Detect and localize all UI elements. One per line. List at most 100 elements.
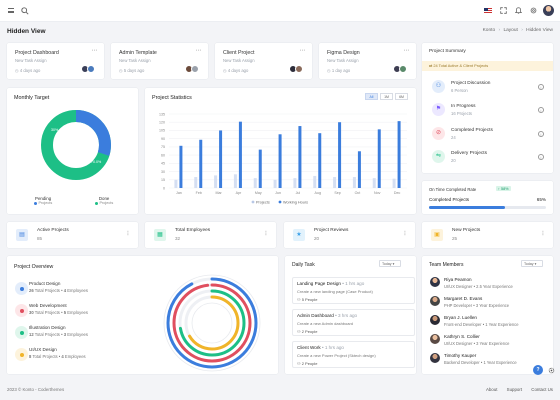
legend-sub: Projects bbox=[38, 201, 53, 205]
tab-1m[interactable]: 1M bbox=[380, 93, 393, 100]
bell-icon[interactable] bbox=[515, 7, 522, 14]
menu-icon[interactable] bbox=[8, 8, 14, 13]
more-options-icon[interactable]: ··· bbox=[299, 47, 306, 54]
overview-item-name: Product Design bbox=[29, 281, 61, 286]
task-item[interactable]: Admin Dashboard • 3 hrs ago Create a new… bbox=[292, 309, 415, 336]
breadcrumb-item: Hidden View bbox=[526, 28, 553, 33]
info-icon[interactable]: i bbox=[538, 84, 544, 90]
bar-projects bbox=[352, 177, 356, 188]
x-tick-label: Aug bbox=[315, 191, 321, 195]
footer-link-contact[interactable]: Contact Us bbox=[531, 387, 553, 392]
info-icon[interactable]: i bbox=[538, 107, 544, 113]
more-options-icon[interactable]: ··· bbox=[124, 230, 131, 236]
legend-label: Projects bbox=[256, 200, 270, 204]
member-avatar bbox=[430, 353, 440, 363]
flag-icon[interactable] bbox=[484, 8, 492, 13]
task-people: ⚇ 2 People bbox=[297, 361, 318, 366]
product-design-icon bbox=[15, 282, 28, 295]
member-name[interactable]: Bryan J. Luellen bbox=[444, 315, 477, 320]
team-filter[interactable]: Today ▾ bbox=[521, 260, 543, 267]
more-options-icon[interactable]: ··· bbox=[91, 47, 98, 54]
avatar bbox=[295, 65, 303, 73]
growth-badge: ↑ 58% bbox=[496, 186, 511, 191]
summary-item-title: Project Discussion bbox=[451, 81, 491, 86]
legend-label: Working Hours bbox=[283, 200, 308, 204]
y-tick-label: 120 bbox=[159, 121, 165, 125]
completed-value: 65% bbox=[536, 197, 546, 202]
member-avatar bbox=[430, 315, 440, 325]
project-card[interactable]: Project Dashboard New Task Assign ◷ 4 da… bbox=[7, 43, 104, 79]
bar-working-hours bbox=[278, 134, 282, 188]
project-card-date: ◷ 1 day ago bbox=[327, 68, 351, 73]
summary-item-title: In Progress bbox=[451, 104, 476, 109]
stat-card-project-reviews[interactable]: ★ Project Reviews 20 ··· bbox=[284, 222, 415, 248]
footer-link-support[interactable]: Support bbox=[506, 387, 523, 392]
completed-label: Completed Projects bbox=[429, 197, 470, 202]
donut-segment-pending bbox=[41, 110, 111, 180]
bar-projects bbox=[273, 179, 277, 188]
tab-all[interactable]: All bbox=[365, 93, 378, 100]
info-icon[interactable]: i bbox=[538, 131, 544, 137]
daily-task-filter[interactable]: Today ▾ bbox=[379, 260, 401, 267]
fullscreen-icon[interactable] bbox=[500, 7, 507, 14]
task-item[interactable]: Client Work • 1 hrs ago Create a new Pow… bbox=[292, 341, 415, 368]
breadcrumb-item[interactable]: Konto bbox=[482, 28, 496, 33]
search-icon[interactable] bbox=[21, 7, 29, 15]
ring-ui-ux-design bbox=[184, 295, 240, 351]
member-meta: UI/UX Designer • 2.5 Year Experience bbox=[444, 284, 513, 289]
stat-card-total-employees[interactable]: ▦ Total Employees 32 ··· bbox=[145, 222, 276, 248]
member-name[interactable]: Riya Peamon bbox=[444, 277, 472, 282]
footer-link-about[interactable]: About bbox=[485, 387, 498, 392]
summary-item-title: Delivery Projects bbox=[451, 151, 487, 156]
y-tick-label: 45 bbox=[161, 162, 165, 166]
member-name[interactable]: Timothy Kauper bbox=[444, 353, 477, 358]
breadcrumb-item[interactable]: Layout bbox=[503, 28, 518, 33]
bar-projects bbox=[392, 178, 396, 188]
info-icon[interactable]: i bbox=[538, 154, 544, 160]
bar-working-hours bbox=[298, 126, 302, 188]
stat-card-active-projects[interactable]: ▤ Active Projects 85 ··· bbox=[7, 222, 138, 248]
footer-copyright: 2023 © Konto - Coderthemes bbox=[7, 387, 65, 392]
member-name[interactable]: Kathryn S. Collier bbox=[444, 334, 480, 339]
overview-item-meta: 12 Total Projects • 3 Employees bbox=[29, 332, 88, 337]
breadcrumb-separator: › bbox=[521, 28, 523, 33]
settings-icon[interactable] bbox=[530, 7, 537, 14]
summary-item-value: 16 Projects bbox=[451, 111, 472, 116]
done-percent-label: 70.0% bbox=[91, 160, 102, 164]
ring-product-design bbox=[166, 277, 258, 369]
more-options-icon[interactable]: ··· bbox=[262, 230, 269, 236]
stat-value: 85 bbox=[37, 236, 43, 241]
task-item[interactable]: Landing Page Design • 1 hrs ago Create a… bbox=[292, 277, 415, 304]
bar-working-hours bbox=[238, 121, 242, 188]
project-card[interactable]: Figma Design New Task Assign ◷ 1 day ago… bbox=[319, 43, 416, 79]
tab-6m[interactable]: 6M bbox=[395, 93, 408, 100]
member-name[interactable]: Margaret D. Evans bbox=[444, 296, 483, 301]
gear-icon[interactable] bbox=[548, 367, 555, 374]
project-card[interactable]: Client Project New Task Assign ◷ 4 days … bbox=[215, 43, 312, 79]
pending-percent-label: 30% bbox=[51, 128, 59, 132]
overview-item-meta: 30 Total Projects • 5 Employees bbox=[29, 310, 88, 315]
project-card-subtitle: New Task Assign bbox=[119, 58, 151, 63]
member-avatar bbox=[430, 334, 440, 344]
y-tick-label: 0 bbox=[163, 186, 165, 190]
project-card-subtitle: New Task Assign bbox=[15, 58, 47, 63]
help-fab-button[interactable]: ? bbox=[533, 365, 543, 375]
project-card-title: Client Project bbox=[223, 50, 255, 56]
overview-item-meta: 8 Total Projects • 4 Employees bbox=[29, 354, 86, 359]
user-avatar[interactable] bbox=[543, 5, 554, 16]
x-tick-label: Nov bbox=[374, 191, 381, 195]
project-card-date: ◷ 5 days ago bbox=[119, 68, 145, 73]
avatar bbox=[87, 65, 95, 73]
more-options-icon[interactable]: ··· bbox=[401, 230, 408, 236]
more-options-icon[interactable]: ··· bbox=[403, 47, 410, 54]
x-tick-label: Feb bbox=[196, 191, 202, 195]
bar-projects bbox=[333, 177, 337, 188]
y-tick-label: 90 bbox=[161, 137, 165, 141]
member-avatar bbox=[430, 296, 440, 306]
more-options-icon[interactable]: ··· bbox=[539, 230, 546, 236]
on-time-rate-card: On Time Completed Rate ↑ 58% Completed P… bbox=[422, 181, 553, 214]
bar-projects bbox=[253, 178, 257, 188]
stat-card-new-projects[interactable]: ▣ New Projects 25 ··· bbox=[422, 222, 553, 248]
project-card[interactable]: Admin Template New Task Assign ◷ 5 days … bbox=[111, 43, 208, 79]
more-options-icon[interactable]: ··· bbox=[195, 47, 202, 54]
